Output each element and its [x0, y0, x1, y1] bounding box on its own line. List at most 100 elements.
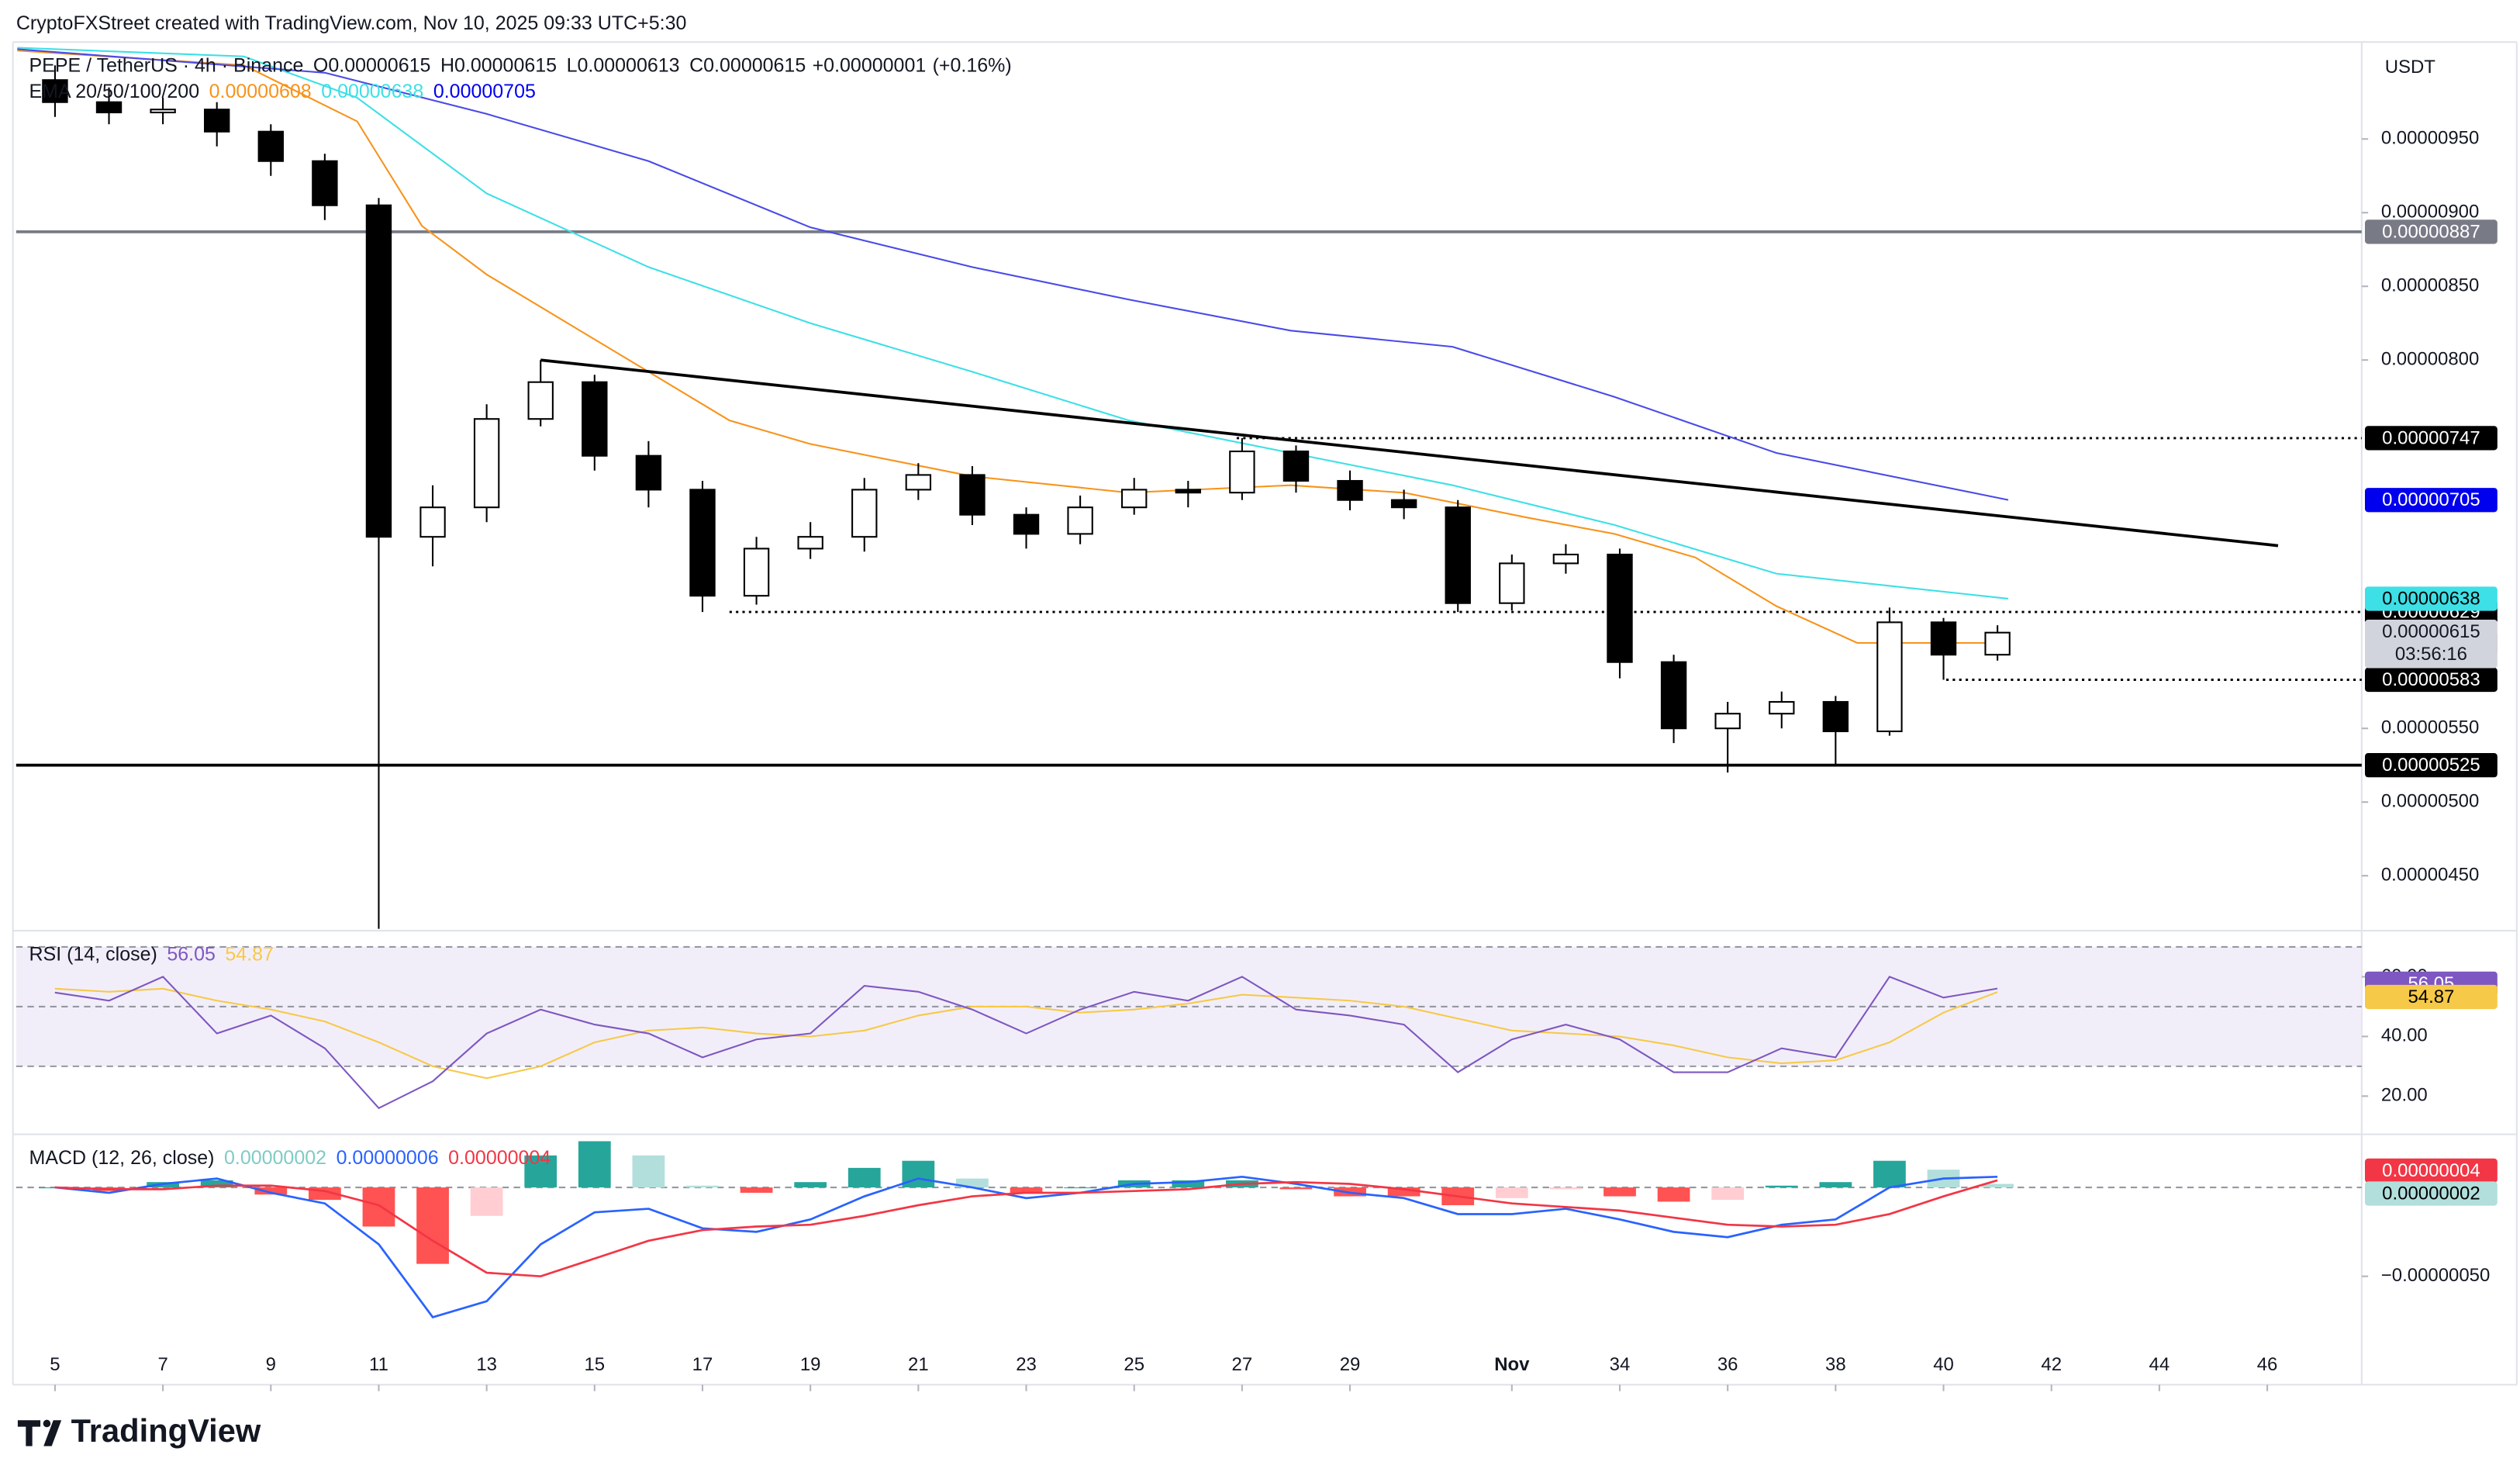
ema-line	[17, 50, 2009, 644]
candle-body	[150, 109, 176, 114]
price-tag	[2365, 1158, 2498, 1183]
histogram-bar	[1172, 1180, 1205, 1188]
candle-body	[1552, 553, 1579, 565]
ohlc-value: 0.00000615	[328, 54, 430, 76]
histogram-bar	[1603, 1187, 1636, 1197]
macd-line	[54, 1175, 1998, 1318]
x-tick-label: 11	[369, 1354, 388, 1375]
histogram-bar	[632, 1155, 665, 1188]
legend-line: PEPE / TetherUS · 4h · Binance O0.0000061…	[29, 54, 1012, 76]
price-tag-label: 54.87	[2408, 987, 2454, 1007]
indicator-title: RSI (14, close)	[29, 943, 157, 965]
x-tick-label: 23	[1016, 1354, 1037, 1375]
legend-line: MACD (12, 26, close) 0.00000002 0.00000006…	[29, 1146, 551, 1168]
currency-label: USDT	[2385, 57, 2436, 78]
histogram-bar	[254, 1187, 288, 1195]
histogram-bar	[1495, 1187, 1528, 1198]
candle-body	[1445, 506, 1471, 604]
y-tick-label: 40.00	[2381, 1025, 2428, 1046]
price-tag-label: 0.00000615	[2382, 621, 2480, 642]
histogram-bar	[200, 1180, 233, 1188]
price-tag	[2365, 1181, 2498, 1206]
histogram-bar	[740, 1187, 773, 1193]
logo-icon	[17, 1419, 62, 1446]
candle-body	[959, 474, 986, 516]
price-tag	[2365, 667, 2498, 693]
ema-title: EMA 20/50/100/200	[29, 80, 200, 102]
y-tick-label: 0.00000950	[2381, 128, 2479, 149]
price-tag	[2365, 488, 2498, 513]
candle-body	[473, 418, 500, 509]
x-tick-label: 27	[1232, 1354, 1253, 1375]
y-tick-label: 0.00000850	[2381, 275, 2479, 296]
candle-body	[1067, 506, 1093, 535]
candle-body	[1984, 631, 2011, 656]
ohlc-value: 0.00000615	[454, 54, 557, 76]
x-tick-label: 29	[1340, 1354, 1361, 1375]
indicator-value: 0.00000002	[224, 1146, 326, 1168]
price-tag	[2365, 586, 2498, 611]
price-tag-label: 0.00000525	[2382, 755, 2480, 776]
candle-body	[582, 381, 608, 457]
price-tag-label: 0.00000887	[2382, 221, 2480, 242]
candle-body	[1013, 513, 1040, 535]
histogram-bar	[1549, 1187, 1583, 1190]
x-tick-label: 25	[1124, 1354, 1144, 1375]
x-tick-label: 13	[476, 1354, 497, 1375]
ohlc-prefix: H	[440, 54, 454, 76]
price-tag-label: 0.00000004	[2382, 1160, 2480, 1181]
price-tag	[2365, 984, 2498, 1010]
y-tick-label: 0.00000550	[2381, 717, 2479, 738]
candle-body	[797, 536, 823, 550]
histogram-bar	[470, 1187, 503, 1216]
histogram-bar	[524, 1155, 558, 1188]
candle-body	[905, 474, 932, 491]
histogram-bar	[686, 1185, 719, 1188]
price-tag	[2365, 620, 2498, 669]
candle-body	[527, 381, 554, 420]
x-tick-label: 17	[692, 1354, 713, 1375]
histogram-bar	[1064, 1187, 1096, 1189]
y-tick-label: 0.00000500	[2381, 791, 2479, 812]
histogram-bar	[1711, 1187, 1745, 1201]
indicator-value: 56.05	[167, 943, 216, 965]
indicator-title: MACD (12, 26, close)	[29, 1146, 215, 1168]
ohlc-prefix: O	[313, 54, 328, 76]
candle-body	[1822, 700, 1849, 733]
candle-body	[365, 204, 392, 538]
x-tick-label: 15	[584, 1354, 605, 1375]
histogram-bar	[1387, 1187, 1421, 1197]
change: +0.00000001	[813, 54, 927, 76]
y-tick-label: 0.00000900	[2381, 202, 2479, 223]
ema-value: 0.00000608	[209, 80, 312, 102]
price-tag	[2365, 426, 2498, 451]
price-tag	[2365, 753, 2498, 778]
candle-body	[1607, 553, 1633, 663]
candle-body	[1660, 661, 1687, 730]
ohlc-prefix: L	[567, 54, 578, 76]
candle-body	[1499, 562, 1525, 604]
price-tag-label: 0.00000705	[2382, 489, 2480, 510]
price-tag-label: 0.00000002	[2382, 1183, 2480, 1204]
macd-line	[54, 1179, 1998, 1278]
histogram-bar	[1981, 1183, 2014, 1188]
rsi-line	[54, 976, 1998, 1110]
candle-body	[1390, 499, 1417, 509]
trendline	[540, 358, 2279, 548]
histogram-bar	[1279, 1187, 1313, 1190]
histogram-bar	[956, 1178, 989, 1188]
histogram-bar	[1010, 1187, 1043, 1193]
legend-line: RSI (14, close) 56.05 54.87	[29, 943, 274, 965]
candle-body	[1175, 489, 1201, 494]
candle-body	[42, 79, 68, 103]
x-tick-label: 42	[2041, 1354, 2062, 1375]
x-tick-label: 44	[2149, 1354, 2170, 1375]
candle-body	[95, 101, 123, 114]
candle-body	[689, 489, 716, 597]
histogram-bar	[578, 1141, 611, 1188]
histogram-bar	[1765, 1185, 1798, 1188]
candle-body	[851, 489, 878, 538]
histogram-bar	[1657, 1187, 1690, 1202]
x-tick-label: 38	[1825, 1354, 1846, 1375]
